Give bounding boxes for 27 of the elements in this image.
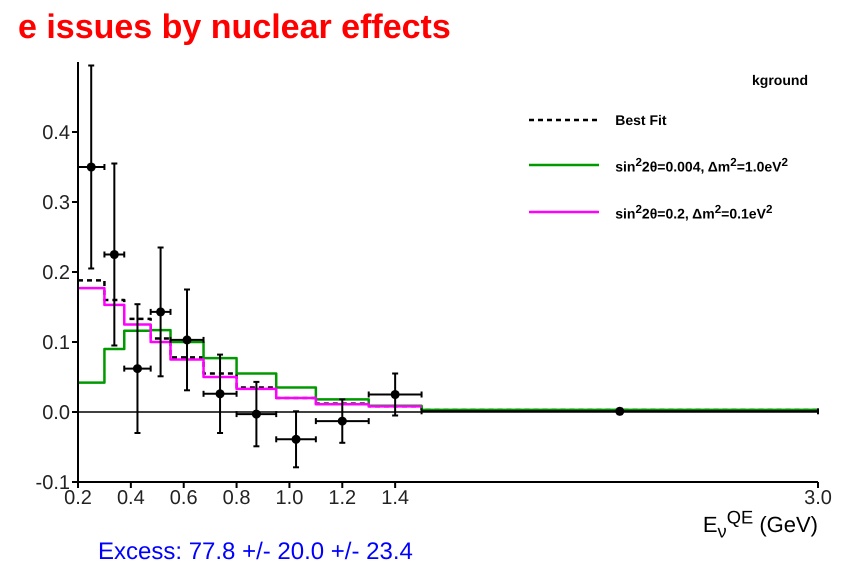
chart-title: e issues by nuclear effects — [18, 8, 451, 46]
y-tick-label: 0.0 — [42, 402, 70, 424]
point — [110, 250, 119, 260]
x-tick-label: 0.8 — [222, 487, 250, 510]
point — [252, 410, 261, 419]
point — [182, 335, 192, 344]
x-tick-label: 0.6 — [170, 487, 198, 510]
annotation: kground — [752, 72, 808, 88]
text: Excess: 77.8 +/- 20.0 +/- 23.4 — [98, 538, 413, 565]
legend-label: Best Fit — [615, 112, 667, 128]
x-tick-label: 1.4 — [381, 487, 410, 510]
y-tick-label: 0.1 — [42, 332, 70, 354]
point — [338, 416, 347, 426]
point — [132, 364, 142, 374]
x-tick-label: 0.4 — [116, 487, 145, 510]
x-tick-label: 1.0 — [276, 487, 304, 510]
legend-label: sin$^{2}$2θ=0.2, Δm$^{2}$=0.1eV$^{2}$ — [615, 202, 772, 222]
point — [292, 434, 301, 444]
point — [86, 162, 96, 172]
point — [390, 390, 400, 400]
x-tick-label: 1.2 — [328, 487, 356, 510]
y-tick-label: 0.2 — [42, 262, 70, 284]
y-tick-label: 0.3 — [42, 192, 70, 214]
point — [216, 389, 225, 398]
point — [156, 307, 166, 316]
y-tick-label: 0.4 — [42, 122, 70, 144]
legend-label: sin$^{2}$2θ=0.004, Δm$^{2}$=1.0eV$^{2}$ — [615, 156, 788, 175]
